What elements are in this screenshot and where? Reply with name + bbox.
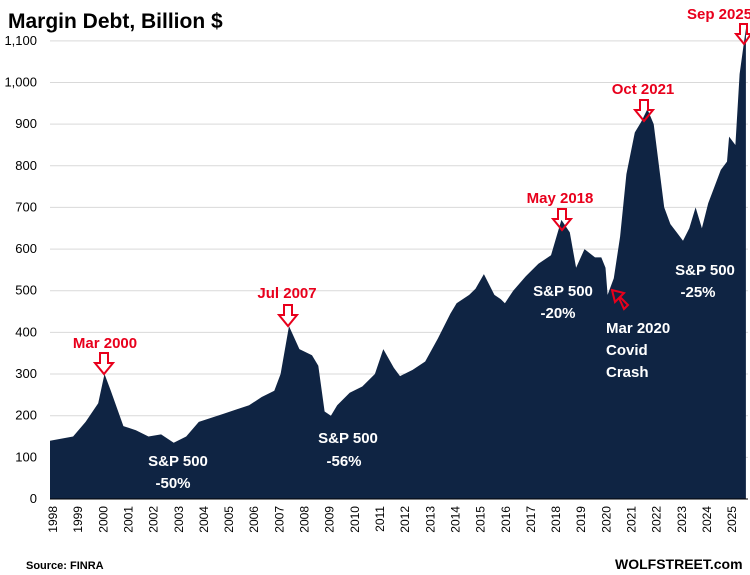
- x-tick-label: 2024: [700, 506, 714, 533]
- y-tick-label: 500: [15, 283, 37, 298]
- down-arrow-icon: [632, 99, 656, 123]
- x-tick-label: 2014: [448, 506, 462, 533]
- x-tick-label: 2020: [599, 506, 613, 533]
- x-tick-label: 2017: [524, 506, 538, 533]
- x-tick-label: 2005: [222, 506, 236, 533]
- x-axis-ticks: 1998 1999 2000 2001 2002 2003 2004 2005 2006 2007…: [46, 506, 739, 533]
- x-tick-label: 2016: [499, 506, 513, 533]
- x-tick-label: 2004: [197, 506, 211, 533]
- x-tick-label: 2000: [96, 506, 110, 533]
- covid-crash-annotation: Mar 2020 Covid Crash: [606, 320, 670, 381]
- peak-annotation-sep-2025: Sep 2025: [687, 6, 750, 46]
- sp500-drawdown-2007: S&P 500 -56%: [318, 430, 378, 470]
- sp500-drawdown-2000: S&P 500 -50%: [148, 453, 208, 492]
- wolfstreet-logo: WOLFSTREET.com: [615, 556, 743, 572]
- x-tick-label: 2023: [675, 506, 689, 533]
- area-layer: [50, 28, 748, 500]
- x-tick-label: 2006: [247, 506, 261, 533]
- sp500-drawdown: -50%: [155, 475, 190, 492]
- peak-annotation-jul-2007: Jul 2007: [257, 285, 317, 328]
- peak-label: Sep 2025: [687, 6, 750, 23]
- x-tick-label: 2025: [725, 506, 739, 533]
- x-tick-label: 2010: [348, 506, 362, 533]
- sp500-drawdown: -20%: [540, 305, 575, 322]
- x-tick-label: 2001: [121, 506, 135, 533]
- sp500-drawdown-2018: S&P 500 -20%: [533, 283, 593, 322]
- x-tick-label: 2018: [549, 506, 563, 533]
- down-arrow-icon: [276, 304, 300, 328]
- x-tick-label: 2003: [172, 506, 186, 533]
- x-tick-label: 2015: [474, 506, 488, 533]
- up-arrow-icon: [610, 288, 630, 311]
- y-tick-label: 700: [15, 199, 37, 214]
- y-tick-label: 300: [15, 366, 37, 381]
- y-tick-label: 0: [30, 491, 37, 506]
- x-tick-label: 2012: [398, 506, 412, 533]
- covid-line: Covid: [606, 342, 648, 359]
- x-tick-label: 2008: [298, 506, 312, 533]
- x-tick-label: 2022: [650, 506, 664, 533]
- sp500-drawdown-2021: S&P 500 -25%: [675, 262, 735, 301]
- peak-annotation-oct-2021: Oct 2021: [612, 81, 675, 123]
- source-label: Source: FINRA: [26, 560, 104, 572]
- covid-line: Mar 2020: [606, 320, 670, 337]
- margin-debt-area: [50, 28, 746, 500]
- y-tick-label: 800: [15, 158, 37, 173]
- peak-label: May 2018: [527, 190, 594, 207]
- peak-annotation-mar-2000: Mar 2000: [73, 335, 137, 376]
- y-axis-ticks: 0 100 200 300 400 500 600 700 800 900 1,000 1,100: [4, 33, 37, 506]
- x-tick-label: 1998: [46, 506, 60, 533]
- peak-label: Mar 2000: [73, 335, 137, 352]
- sp500-label: S&P 500: [533, 283, 593, 300]
- down-arrow-icon: [92, 352, 116, 376]
- x-tick-label: 2011: [373, 506, 387, 532]
- x-tick-label: 1999: [71, 506, 85, 533]
- chart-title: Margin Debt, Billion $: [8, 10, 223, 33]
- x-tick-label: 2009: [323, 506, 337, 533]
- y-tick-label: 1,100: [4, 33, 37, 48]
- covid-line: Crash: [606, 364, 649, 381]
- x-tick-label: 2021: [625, 506, 639, 533]
- sp500-drawdown: -56%: [326, 453, 361, 470]
- y-tick-label: 600: [15, 241, 37, 256]
- sp500-label: S&P 500: [318, 430, 378, 447]
- peak-annotation-may-2018: May 2018: [527, 190, 594, 232]
- sp500-label: S&P 500: [675, 262, 735, 279]
- down-arrow-icon: [550, 208, 574, 232]
- y-tick-label: 200: [15, 408, 37, 423]
- y-tick-label: 1,000: [4, 74, 37, 89]
- peak-label: Jul 2007: [257, 285, 316, 302]
- sp500-label: S&P 500: [148, 453, 208, 470]
- x-tick-label: 2002: [147, 506, 161, 533]
- x-tick-label: 2019: [574, 506, 588, 533]
- sp500-drawdown: -25%: [680, 284, 715, 301]
- y-tick-label: 100: [15, 449, 37, 464]
- x-tick-label: 2013: [423, 506, 437, 533]
- x-tick-label: 2007: [272, 506, 286, 533]
- down-arrow-icon: [733, 23, 750, 46]
- y-tick-label: 900: [15, 116, 37, 131]
- peak-label: Oct 2021: [612, 81, 675, 98]
- y-tick-label: 400: [15, 324, 37, 339]
